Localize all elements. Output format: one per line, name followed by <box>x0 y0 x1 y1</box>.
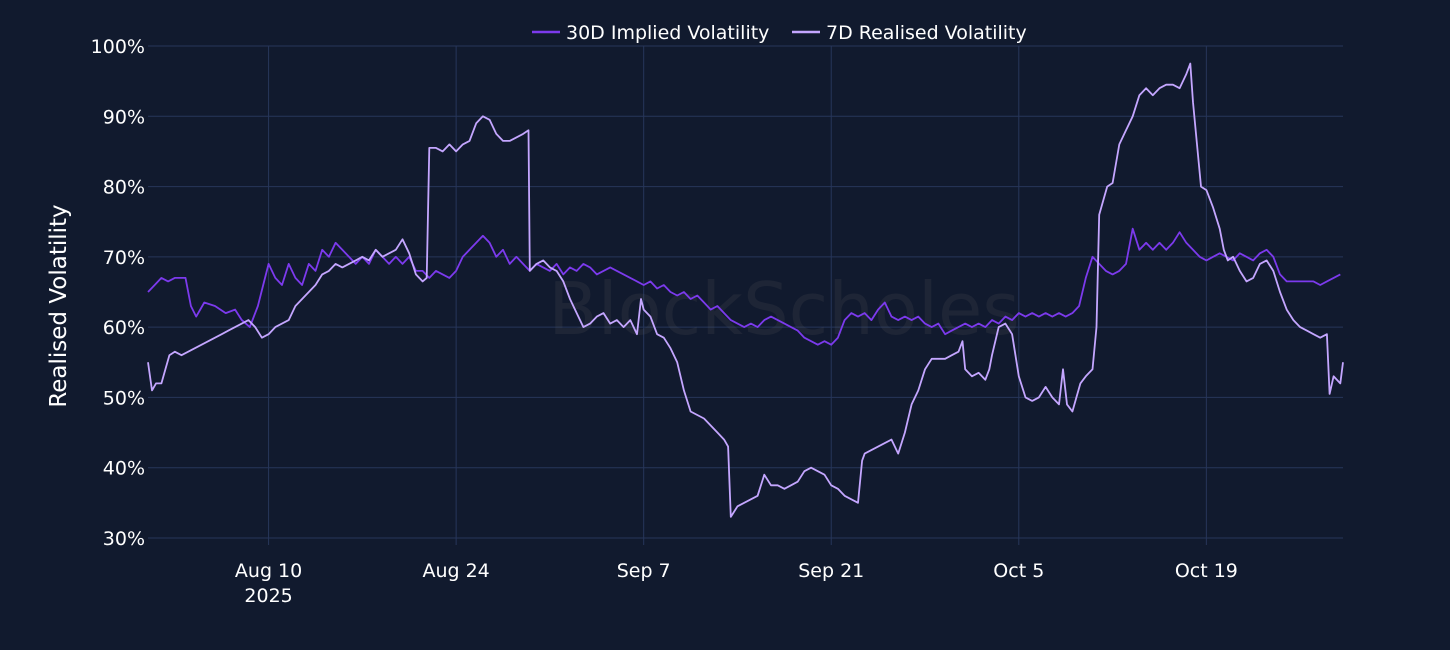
x-tick-label: Aug 24 <box>422 560 489 582</box>
x-tick-label: Sep 21 <box>798 560 864 582</box>
legend-item-realised-vol[interactable]: 7D Realised Volatility <box>792 22 1027 44</box>
legend-label: 7D Realised Volatility <box>826 22 1027 44</box>
x-tick-sublabel: 2025 <box>244 585 292 607</box>
y-axis: 100% 90% 80% 70% 60% 50% 40% 30% <box>91 36 145 550</box>
y-tick-label: 50% <box>103 387 145 409</box>
legend-item-implied-vol[interactable]: 30D Implied Volatility <box>532 22 769 44</box>
y-tick-label: 40% <box>103 458 145 480</box>
grid-lines <box>148 45 1343 545</box>
y-tick-label: 80% <box>103 177 145 199</box>
y-tick-label: 30% <box>103 528 145 550</box>
x-tick-label: Aug 10 <box>235 560 302 582</box>
y-tick-label: 90% <box>103 106 145 128</box>
y-tick-label: 100% <box>91 36 145 58</box>
x-tick-label: Oct 19 <box>1175 560 1238 582</box>
plot-area <box>147 62 1344 518</box>
y-tick-label: 60% <box>103 317 145 339</box>
series-line-realised-vol <box>147 62 1344 518</box>
y-tick-label: 70% <box>103 247 145 269</box>
x-tick-label: Sep 7 <box>617 560 671 582</box>
watermark-logo: BlockScholes <box>548 267 1020 351</box>
legend[interactable]: 30D Implied Volatility 7D Realised Volati… <box>532 22 1027 44</box>
y-axis-title: Realised Volatility <box>46 204 72 407</box>
x-axis: Aug 10 2025 Aug 24 Sep 7 Sep 21 Oct 5 Oct 19 <box>235 560 1238 607</box>
legend-label: 30D Implied Volatility <box>566 22 769 44</box>
x-tick-label: Oct 5 <box>993 560 1044 582</box>
series-line-implied-vol <box>147 227 1341 346</box>
